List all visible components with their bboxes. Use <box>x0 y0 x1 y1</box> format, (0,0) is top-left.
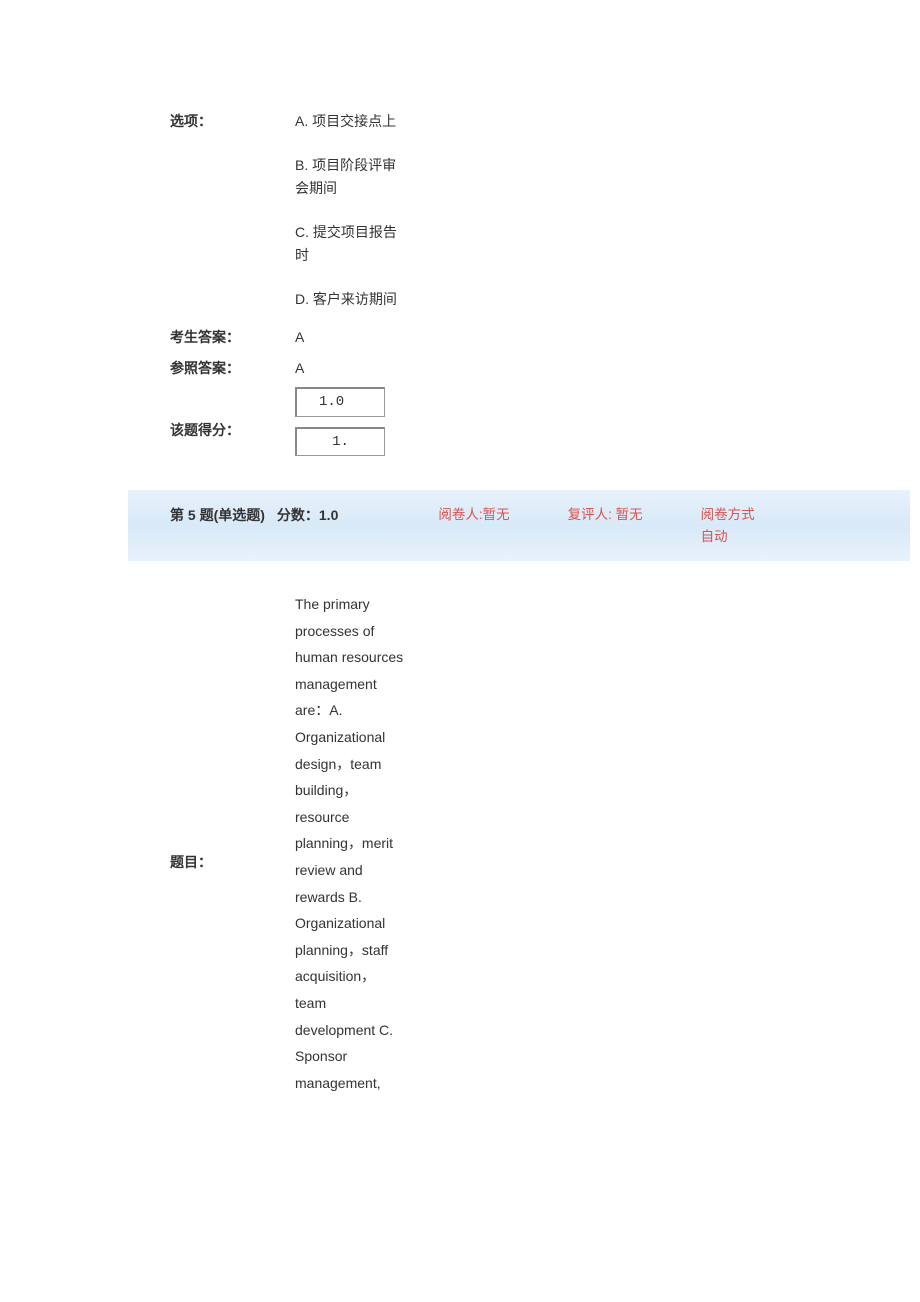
option-d-text: 客户来访期间 <box>313 291 397 307</box>
grading-method-label: 阅卷方式 <box>701 504 755 526</box>
option-a-prefix: A. <box>295 113 312 129</box>
option-c: C. 提交项目报告时 <box>295 221 400 266</box>
score-inputs: 1.0 1. <box>295 387 385 456</box>
score-row: 该题得分： 1.0 1. <box>170 387 790 456</box>
reviewer-value: 暂无 <box>612 507 643 522</box>
grader-label: 阅卷人: <box>438 507 482 522</box>
question-score-value: 1.0 <box>319 504 338 526</box>
student-answer-row: 考生答案： A <box>170 326 790 348</box>
question-title-label: 题目： <box>170 591 295 873</box>
reference-answer-row: 参照答案： A <box>170 357 790 379</box>
options-content: A. 项目交接点上 B. 项目阶段评审会期间 C. 提交项目报告时 D. 客户来… <box>295 110 400 318</box>
question-number: 第 5 题(单选题) <box>170 504 265 526</box>
grading-method-value: 自动 <box>701 526 755 548</box>
question-title-row: 题目： The primary processes of human resou… <box>170 591 790 1096</box>
reference-answer-label: 参照答案： <box>170 357 295 379</box>
question-header: 第 5 题(单选题) 分数： 1.0 阅卷人:暂无 复评人: 暂无 阅卷方式 自… <box>128 490 910 561</box>
score-input-2[interactable]: 1. <box>295 427 385 456</box>
question-score-label: 分数： <box>277 504 319 526</box>
options-row: 选项： A. 项目交接点上 B. 项目阶段评审会期间 C. 提交项目报告时 D.… <box>170 110 790 318</box>
option-b: B. 项目阶段评审会期间 <box>295 154 400 199</box>
option-a: A. 项目交接点上 <box>295 110 400 132</box>
reviewer-label: 复评人: <box>568 507 612 522</box>
question-text: The primary processes of human resources… <box>295 591 405 1096</box>
option-d: D. 客户来访期间 <box>295 288 400 310</box>
reference-answer-value: A <box>295 357 304 379</box>
reviewer-meta: 复评人: 暂无 <box>568 504 643 526</box>
score-label: 该题得分： <box>170 401 295 441</box>
score-input-1[interactable]: 1.0 <box>295 387 385 416</box>
option-a-text: 项目交接点上 <box>312 113 396 129</box>
grader-value: 暂无 <box>483 507 510 522</box>
option-b-prefix: B. <box>295 157 312 173</box>
grader-meta: 阅卷人:暂无 <box>438 504 509 526</box>
options-label: 选项： <box>170 110 295 132</box>
student-answer-label: 考生答案： <box>170 326 295 348</box>
grading-method-meta: 阅卷方式 自动 <box>701 504 755 547</box>
student-answer-value: A <box>295 326 304 348</box>
option-c-prefix: C. <box>295 224 313 240</box>
option-d-prefix: D. <box>295 291 313 307</box>
